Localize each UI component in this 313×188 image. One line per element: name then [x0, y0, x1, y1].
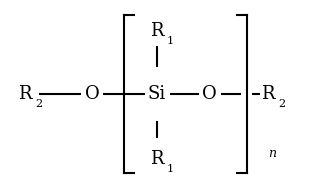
Text: R: R	[150, 22, 163, 40]
Text: n: n	[268, 147, 276, 160]
Text: 2: 2	[278, 99, 285, 109]
Text: R: R	[18, 85, 32, 103]
Text: O: O	[202, 85, 217, 103]
Text: R: R	[150, 150, 163, 168]
Text: R: R	[261, 85, 275, 103]
Text: Si: Si	[147, 85, 166, 103]
Text: 2: 2	[36, 99, 43, 109]
Text: 1: 1	[167, 164, 174, 174]
Text: O: O	[85, 85, 100, 103]
Text: 1: 1	[167, 36, 174, 46]
